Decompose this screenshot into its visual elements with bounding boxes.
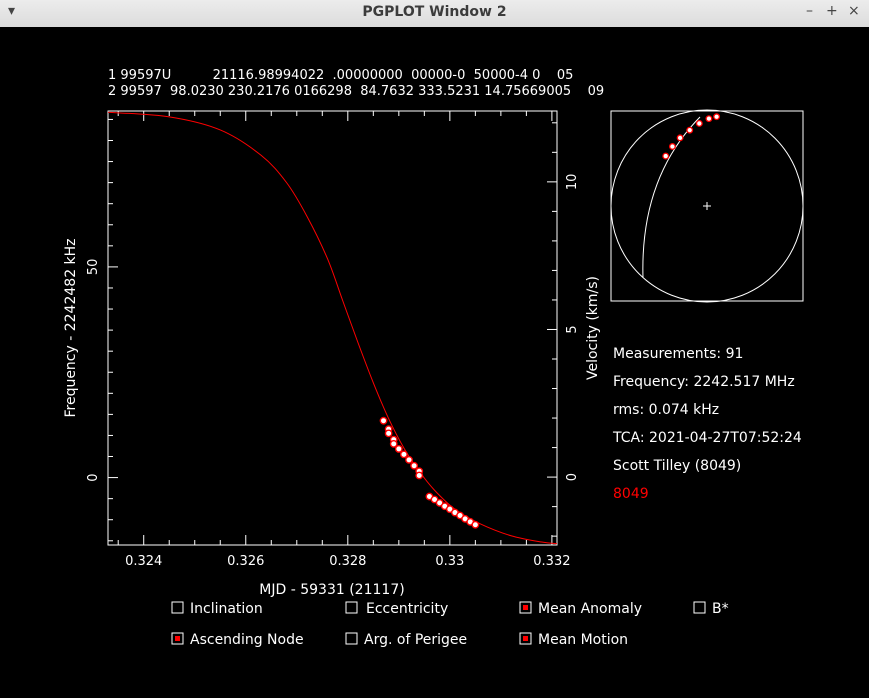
y-tick-label: 50: [86, 259, 101, 276]
sky-track-point: [676, 134, 684, 142]
checkbox-box[interactable]: [345, 632, 358, 645]
checkbox-label: Ascending Node: [190, 632, 304, 648]
checkbox-box[interactable]: [171, 632, 184, 645]
window-menu-icon[interactable]: ▾: [8, 3, 16, 19]
checkbox-arg-of-perigee[interactable]: Arg. of Perigee: [345, 632, 467, 648]
rms-text: rms: 0.074 kHz: [613, 402, 719, 418]
y2-tick-label: 10: [565, 174, 580, 191]
checkbox-mean-motion[interactable]: Mean Motion: [519, 632, 628, 648]
sky-track-point: [695, 119, 703, 127]
ground-track: [642, 116, 701, 279]
checkbox-box[interactable]: [345, 601, 358, 614]
measurement-point: [471, 520, 480, 529]
sky-track-point: [705, 115, 713, 123]
sky-track-point: [662, 152, 670, 160]
sky-track-point: [713, 113, 721, 121]
checkbox-box[interactable]: [171, 601, 184, 614]
checkbox-label: Mean Motion: [538, 632, 628, 648]
measurement-point: [415, 471, 424, 480]
x-tick-label: 0.33: [435, 554, 464, 569]
measurement-point: [379, 416, 388, 425]
measurement-point: [394, 445, 403, 453]
y2-tick-label: 5: [565, 325, 580, 333]
y-axis-label: Frequency - 2242482 kHz: [63, 238, 79, 417]
site-id-text: 8049: [613, 486, 649, 502]
checkbox-box[interactable]: [519, 601, 532, 614]
checkbox-eccentricity[interactable]: Eccentricity: [345, 601, 448, 617]
checkbox-mean-anomaly[interactable]: Mean Anomaly: [519, 601, 642, 617]
x-tick-label: 0.328: [329, 554, 366, 569]
frequency-text: Frequency: 2242.517 MHz: [613, 374, 795, 390]
checkbox-label: Mean Anomaly: [538, 601, 642, 617]
model-curve: [107, 111, 558, 545]
x-axis-label: MJD - 59331 (21117): [259, 582, 404, 598]
measurements-text: Measurements: 91: [613, 346, 743, 362]
axis-tick-labels: 0.324 0.326 0.328 0.33 0.332 0 50 0 5 10: [86, 174, 580, 569]
window-title: PGPLOT Window 2: [362, 4, 507, 20]
x-tick-label: 0.324: [125, 554, 162, 569]
horizon-circle: [610, 109, 804, 303]
minimize-button[interactable]: –: [806, 3, 813, 19]
checkbox-check: [523, 636, 528, 641]
checkbox-label: B*: [712, 601, 729, 617]
checkbox-box[interactable]: [519, 632, 532, 645]
window-titlebar: ▾ PGPLOT Window 2 – + ×: [0, 0, 869, 28]
main-plot-frame: [107, 110, 558, 546]
data-area: [107, 111, 558, 545]
x-tick-label: 0.332: [533, 554, 570, 569]
y2-tick-label: 0: [565, 473, 580, 481]
sky-track-point: [686, 126, 694, 134]
measurement-point: [400, 450, 408, 459]
checkbox-label: Inclination: [190, 601, 263, 617]
checkbox-bstar[interactable]: B*: [693, 601, 729, 617]
observer-text: Scott Tilley (8049): [613, 458, 741, 474]
checkbox-box[interactable]: [693, 601, 706, 614]
checkbox-check: [523, 605, 528, 610]
measurement-point: [384, 429, 393, 438]
pgplot-figure: 1 99597U 21116.98994022 .00000000 00000-…: [63, 68, 804, 648]
sky-track-point: [668, 143, 676, 150]
checkbox-ascending-node[interactable]: Ascending Node: [171, 632, 304, 648]
tle-line-1: 1 99597U 21116.98994022 .00000000 00000-…: [108, 68, 573, 83]
checkbox-check: [175, 636, 180, 641]
y2-axis-label: Velocity (km/s): [585, 276, 601, 380]
close-button[interactable]: ×: [848, 3, 860, 19]
x-tick-label: 0.326: [227, 554, 264, 569]
measurement-point: [405, 455, 413, 464]
checkbox-label: Eccentricity: [366, 601, 448, 617]
checkbox-label: Arg. of Perigee: [364, 632, 467, 648]
maximize-button[interactable]: +: [826, 3, 838, 19]
y-tick-label: 0: [86, 473, 101, 481]
tle-line-2: 2 99597 98.0230 230.2176 0166298 84.7632…: [108, 84, 604, 99]
plot-canvas: 1 99597U 21116.98994022 .00000000 00000-…: [0, 27, 869, 694]
tca-text: TCA: 2021-04-27T07:52:24: [612, 430, 802, 446]
measurement-point: [410, 461, 419, 470]
checkbox-inclination[interactable]: Inclination: [171, 601, 263, 617]
measurement-point: [389, 439, 398, 448]
sky-track-points: [662, 113, 721, 160]
axis-ticks: [108, 111, 557, 545]
